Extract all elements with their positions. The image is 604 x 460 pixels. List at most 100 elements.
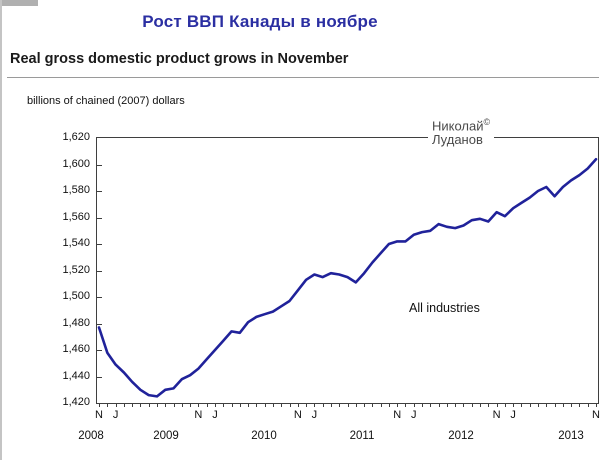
y-axis-tick-label: 1,560 xyxy=(62,210,90,223)
x-axis-month-tick xyxy=(596,403,597,407)
x-axis-month-label: J xyxy=(411,409,417,421)
watermark-surname: Луданов xyxy=(432,132,483,148)
x-axis-month-tick xyxy=(438,403,440,407)
y-axis-tick xyxy=(97,323,102,325)
x-axis-month-tick xyxy=(397,403,399,407)
x-axis-month-tick xyxy=(455,403,457,407)
x-axis-month-tick xyxy=(181,403,183,407)
x-axis-month-tick xyxy=(148,403,150,407)
x-axis-month-tick xyxy=(571,403,573,407)
x-axis-month-tick xyxy=(214,403,216,407)
watermark-name: Николай xyxy=(432,118,484,134)
chart-title: Real gross domestic product grows in Nov… xyxy=(10,51,349,67)
y-axis-tick xyxy=(97,191,102,192)
x-axis-month-label: N xyxy=(492,409,501,421)
x-axis-year-label: 2010 xyxy=(251,430,277,442)
y-axis-tick xyxy=(97,297,102,298)
x-axis-month-tick xyxy=(289,403,291,407)
x-axis-month-tick xyxy=(488,403,490,407)
y-axis-tick-label: 1,420 xyxy=(62,396,90,408)
plot-area xyxy=(96,137,599,404)
y-axis-tick xyxy=(97,217,102,219)
x-axis-month-tick xyxy=(463,403,465,407)
page-title: Рост ВВП Канады в ноябре xyxy=(142,12,378,31)
x-axis-month-label: J xyxy=(311,409,318,421)
x-axis-month-label: J xyxy=(112,409,119,421)
gdp-line-chart xyxy=(97,157,598,398)
x-axis-month-tick xyxy=(380,403,382,407)
all-industries-line xyxy=(97,157,598,398)
x-axis-month-tick xyxy=(372,403,374,407)
y-axis-tick-label: 1,600 xyxy=(62,157,90,170)
x-axis-month-tick xyxy=(504,403,506,407)
y-axis-tick xyxy=(97,270,102,272)
window-edge-artifact xyxy=(2,0,38,6)
x-axis-month-tick xyxy=(190,403,192,407)
x-axis-month-tick xyxy=(521,403,523,407)
x-axis-month-tick xyxy=(546,403,548,407)
x-axis-month-tick xyxy=(471,403,473,407)
x-axis-month-tick xyxy=(562,403,564,407)
x-axis-month-tick xyxy=(446,403,448,407)
x-axis-month-tick xyxy=(297,403,299,407)
y-axis-tick-label: 1,500 xyxy=(62,290,90,302)
x-axis-month-tick xyxy=(422,403,424,407)
x-axis-month-tick xyxy=(496,403,498,407)
x-axis-month-tick xyxy=(239,403,241,407)
y-axis-tick-label: 1,460 xyxy=(62,343,90,355)
x-axis-month-tick xyxy=(223,403,225,407)
copyright-icon: © xyxy=(483,117,491,127)
x-axis-month-tick xyxy=(115,403,117,407)
y-axis-tick xyxy=(97,164,102,166)
x-axis-month-tick xyxy=(156,403,158,407)
x-axis-month-tick xyxy=(140,403,142,407)
x-axis-month-tick xyxy=(322,403,324,407)
x-axis-month-tick xyxy=(538,403,540,407)
x-axis-month-tick xyxy=(264,403,266,407)
y-axis-tick-label: 1,540 xyxy=(62,237,90,249)
y-axis-tick-label: 1,440 xyxy=(62,369,90,382)
x-axis-month-tick xyxy=(405,403,407,407)
y-axis-tick xyxy=(97,376,102,378)
x-axis-month-label: N xyxy=(293,409,302,421)
x-axis-month-label: N xyxy=(95,409,103,421)
x-axis-month-tick xyxy=(314,403,316,407)
x-axis-month-tick xyxy=(132,403,134,407)
x-axis-month-tick xyxy=(554,403,556,407)
x-axis-year-label: 2008 xyxy=(78,430,104,442)
x-axis-month-tick xyxy=(480,403,482,407)
x-axis-month-tick xyxy=(347,403,349,407)
x-axis-year-label: 2011 xyxy=(349,430,375,442)
x-axis-month-tick xyxy=(430,403,432,407)
x-axis-month-tick xyxy=(173,403,175,407)
x-axis-month-label: J xyxy=(212,409,218,421)
series-label: All industries xyxy=(409,301,480,315)
x-axis-month-tick xyxy=(413,403,415,407)
header-divider xyxy=(7,77,599,78)
x-axis-month-tick xyxy=(306,403,308,407)
x-axis-month-tick xyxy=(339,403,341,407)
x-axis-month-tick xyxy=(248,403,250,407)
y-axis-tick-label: 1,520 xyxy=(62,263,90,276)
x-axis-month-tick xyxy=(579,403,581,407)
x-axis-month-tick xyxy=(206,403,208,407)
x-axis-month-tick xyxy=(107,403,109,407)
x-axis-month-tick xyxy=(355,403,357,407)
y-axis-tick-label: 1,580 xyxy=(62,184,90,196)
x-axis-month-tick xyxy=(587,403,589,407)
y-axis-tick xyxy=(97,244,102,245)
x-axis-month-tick xyxy=(198,403,200,407)
x-axis-month-tick xyxy=(165,403,167,407)
y-axis-tick-label: 1,620 xyxy=(62,131,90,143)
watermark: Николай© Луданов xyxy=(428,115,495,148)
x-axis-year-label: 2013 xyxy=(558,430,584,442)
x-axis-month-tick xyxy=(529,403,531,407)
x-axis-month-tick xyxy=(123,403,125,407)
y-axis-tick xyxy=(97,350,102,351)
x-axis-month-label: N xyxy=(393,409,402,421)
x-axis-month-label: J xyxy=(510,409,516,421)
x-axis-month-tick xyxy=(388,403,390,407)
x-axis-month-tick xyxy=(256,403,258,407)
x-axis-month-tick xyxy=(231,403,233,407)
